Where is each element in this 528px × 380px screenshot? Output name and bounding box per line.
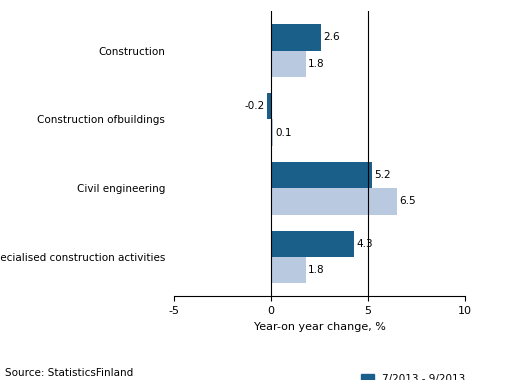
Text: 6.5: 6.5 (399, 196, 416, 206)
Text: Source: StatisticsFinland: Source: StatisticsFinland (5, 368, 134, 378)
Text: 0.1: 0.1 (275, 128, 292, 138)
Bar (271, 119, 273, 146)
Text: 1.8: 1.8 (308, 59, 325, 69)
Text: 4.3: 4.3 (356, 239, 373, 249)
Text: 5.2: 5.2 (374, 170, 391, 180)
Legend: 7/2013 - 9/2013, 7/2012 - 9/2012: 7/2013 - 9/2013, 7/2012 - 9/2012 (361, 374, 465, 380)
Text: 2.6: 2.6 (324, 32, 341, 43)
Bar (271, 51, 306, 77)
Text: 1.8: 1.8 (308, 265, 325, 276)
X-axis label: Year-on year change, %: Year-on year change, % (253, 322, 385, 332)
Bar (271, 162, 372, 188)
Bar (267, 93, 271, 119)
Text: -0.2: -0.2 (244, 101, 265, 111)
Bar (271, 257, 306, 283)
Bar (271, 24, 322, 51)
Bar (271, 188, 397, 215)
Bar (271, 231, 354, 257)
